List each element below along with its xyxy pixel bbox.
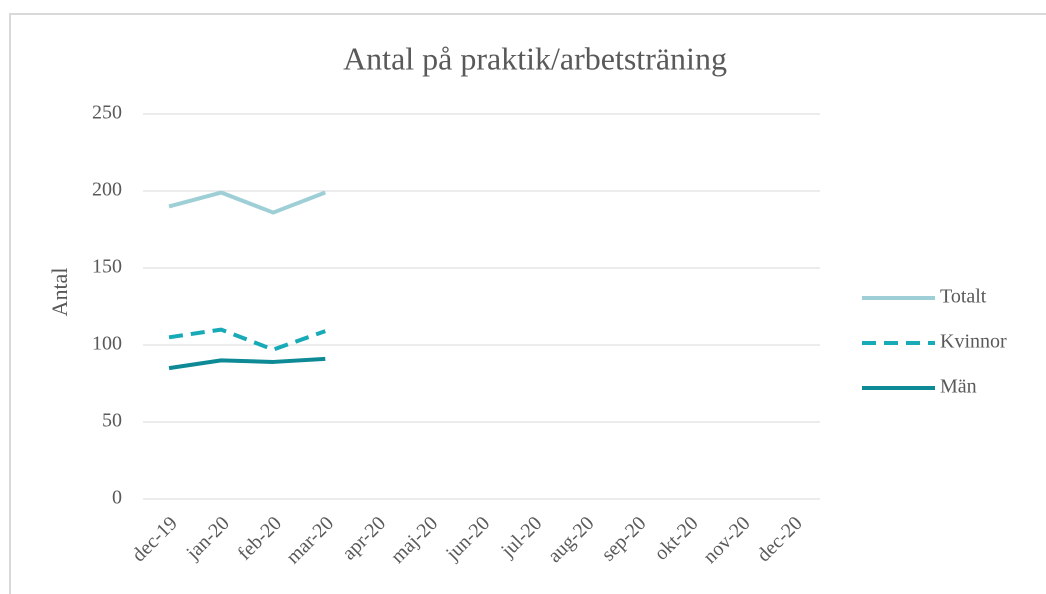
chart-title: Antal på praktik/arbetsträning bbox=[343, 40, 727, 76]
y-tick-label: 150 bbox=[92, 256, 122, 278]
legend-label: Kvinnor bbox=[940, 331, 1007, 353]
y-tick-label: 50 bbox=[102, 410, 122, 432]
x-tick-label: nov-20 bbox=[699, 512, 755, 568]
y-tick-label: 0 bbox=[112, 487, 122, 509]
series-line bbox=[168, 356, 326, 371]
x-tick-label: jan-20 bbox=[182, 512, 234, 564]
x-tick-label: maj-20 bbox=[387, 512, 443, 568]
x-tick-label: jul-20 bbox=[496, 512, 546, 562]
x-tick-label: dec-19 bbox=[128, 512, 182, 566]
chart-border bbox=[9, 13, 1046, 594]
legend-label: Totalt bbox=[940, 286, 987, 308]
x-tick-label: apr-20 bbox=[338, 512, 390, 564]
x-tick-label: jun-20 bbox=[441, 512, 494, 565]
y-tick-label: 250 bbox=[92, 102, 122, 124]
y-axis-label: Antal bbox=[47, 268, 72, 317]
x-tick-label: mar-20 bbox=[282, 512, 338, 568]
x-tick-label: aug-20 bbox=[544, 512, 599, 567]
series-line bbox=[168, 190, 326, 215]
x-tick-label: sep-20 bbox=[597, 512, 650, 565]
x-tick-label: okt-20 bbox=[650, 512, 702, 564]
x-tick-label: feb-20 bbox=[234, 512, 286, 564]
series-line bbox=[168, 327, 326, 352]
legend-label: Män bbox=[940, 376, 977, 398]
x-tick-label: dec-20 bbox=[753, 512, 807, 566]
y-tick-label: 200 bbox=[92, 179, 122, 201]
y-tick-label: 100 bbox=[92, 333, 122, 355]
